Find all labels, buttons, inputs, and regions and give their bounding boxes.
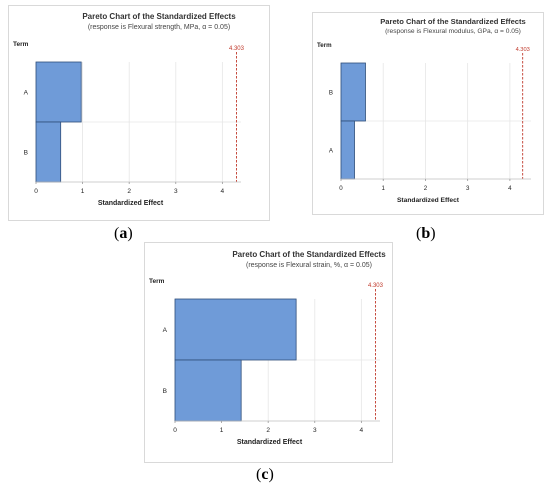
critical-value-label: 4.303 <box>368 283 384 289</box>
chart-subtitle: (response is Flexural strength, MPa, α =… <box>88 24 230 31</box>
critical-value-label: 4.303 <box>516 47 530 53</box>
category-label: B <box>24 150 28 157</box>
y-axis-label: Term <box>13 41 29 48</box>
category-label: B <box>329 90 333 97</box>
caption-a-letter: a <box>119 225 128 242</box>
category-label: A <box>329 148 334 155</box>
x-tick-label: 3 <box>313 427 317 434</box>
chart-title: Pareto Chart of the Standardized Effects <box>82 12 236 21</box>
bar-a <box>340 120 355 180</box>
chart-subtitle: (response is Flexural modulus, GPa, α = … <box>385 28 521 35</box>
bar-b <box>35 121 62 183</box>
chart-subtitle: (response is Flexural strain, %, α = 0.0… <box>246 262 372 269</box>
x-tick-label: 0 <box>339 185 343 192</box>
category-label: A <box>24 90 29 97</box>
bar-b <box>340 62 366 122</box>
y-axis-label: Term <box>149 278 165 285</box>
caption-a: (a) <box>114 225 133 242</box>
x-axis-label: Standardized Effect <box>397 197 460 204</box>
pareto-chart-a: Pareto Chart of the Standardized Effects… <box>13 12 245 207</box>
bar-a <box>174 298 297 361</box>
chart-panel-c: Pareto Chart of the Standardized Effects… <box>144 242 393 463</box>
x-tick-label: 0 <box>34 188 38 195</box>
chart-title: Pareto Chart of the Standardized Effects <box>232 250 386 259</box>
x-tick-label: 1 <box>382 185 386 192</box>
x-tick-label: 3 <box>174 188 178 195</box>
category-label: B <box>163 388 167 395</box>
x-axis-label: Standardized Effect <box>98 200 164 207</box>
x-tick-label: 0 <box>173 427 177 434</box>
caption-c-letter: c <box>261 466 269 483</box>
x-axis-label: Standardized Effect <box>237 439 303 446</box>
y-axis-label: Term <box>317 42 332 49</box>
pareto-chart-b: Pareto Chart of the Standardized Effects… <box>317 17 531 204</box>
x-tick-label: 3 <box>466 185 470 192</box>
x-tick-label: 4 <box>360 427 364 434</box>
x-tick-label: 1 <box>81 188 85 195</box>
critical-value-label: 4.303 <box>229 46 245 52</box>
chart-panel-a: Pareto Chart of the Standardized Effects… <box>8 5 270 221</box>
bar-b <box>174 359 242 422</box>
bar-a <box>35 61 82 123</box>
x-tick-label: 2 <box>266 427 270 434</box>
x-tick-label: 2 <box>424 185 428 192</box>
x-tick-label: 4 <box>221 188 225 195</box>
x-tick-label: 4 <box>508 185 512 192</box>
x-tick-label: 1 <box>220 427 224 434</box>
caption-b: (b) <box>416 225 436 242</box>
chart-panel-b: Pareto Chart of the Standardized Effects… <box>312 12 544 215</box>
category-label: A <box>163 327 168 334</box>
chart-title: Pareto Chart of the Standardized Effects <box>380 17 526 26</box>
x-tick-label: 2 <box>127 188 131 195</box>
pareto-chart-c: Pareto Chart of the Standardized Effects… <box>149 250 386 446</box>
caption-b-letter: b <box>421 225 431 242</box>
caption-c: (c) <box>256 466 274 483</box>
